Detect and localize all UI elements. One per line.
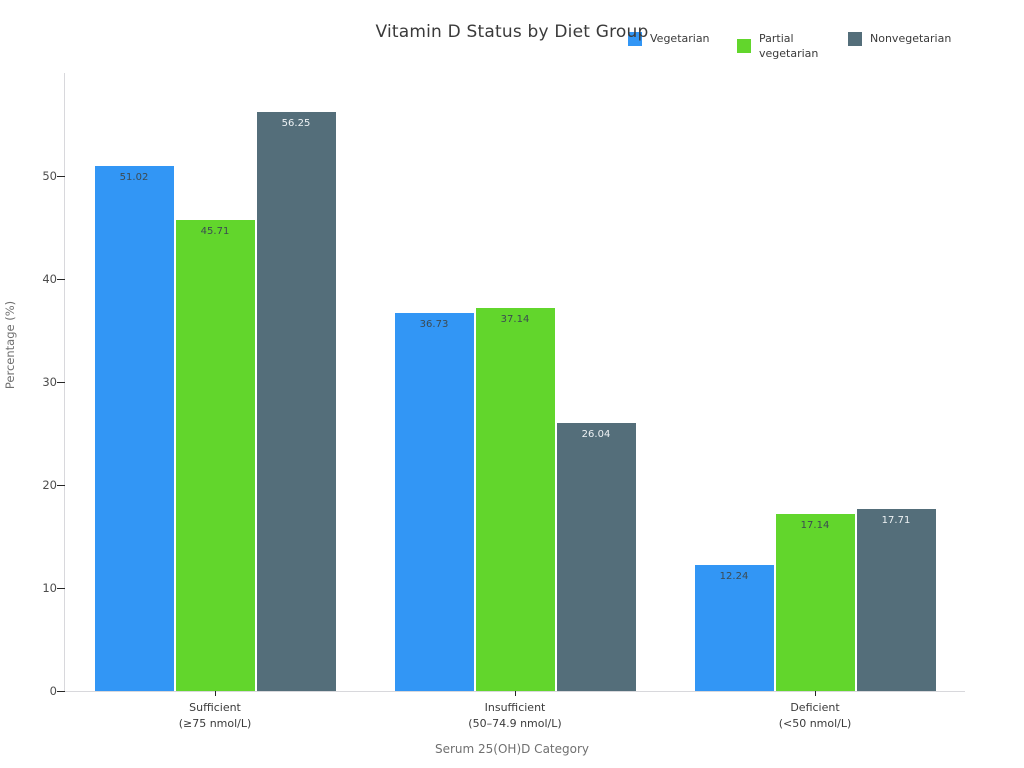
y-tick-mark bbox=[57, 690, 65, 692]
legend-item-vegetarian: Vegetarian bbox=[628, 31, 710, 46]
legend-swatch-icon bbox=[628, 31, 642, 46]
x-tick-mark bbox=[214, 691, 216, 696]
legend-item-partial-vegetarian: Partial vegetarian bbox=[737, 31, 818, 61]
bar-value-label: 17.71 bbox=[881, 514, 911, 526]
bar-nonvegetarian: 26.04 bbox=[556, 422, 636, 691]
legend-item-nonvegetarian: Nonvegetarian bbox=[848, 31, 952, 46]
bar-value-label: 37.14 bbox=[500, 314, 530, 326]
bar-partial-vegetarian: 45.71 bbox=[175, 220, 255, 691]
x-tick-label: Sufficient (≥75 nmol/L) bbox=[178, 701, 252, 730]
bar-vegetarian: 51.02 bbox=[94, 165, 174, 691]
bar-value-label: 36.73 bbox=[419, 318, 449, 330]
legend-label: Nonvegetarian bbox=[870, 32, 952, 45]
bar-nonvegetarian: 17.71 bbox=[856, 508, 936, 691]
x-tick-mark bbox=[514, 691, 516, 696]
legend-swatch-icon bbox=[737, 39, 751, 53]
bar-value-label: 56.25 bbox=[281, 117, 311, 129]
y-tick-mark bbox=[57, 484, 65, 486]
y-tick-label: 10 bbox=[42, 581, 57, 595]
chart-title: Vitamin D Status by Diet Group bbox=[375, 22, 649, 42]
bar-nonvegetarian: 56.25 bbox=[256, 111, 336, 691]
bar-value-label: 17.14 bbox=[800, 520, 830, 532]
bar-value-label: 51.02 bbox=[119, 171, 149, 183]
legend-swatch-icon bbox=[848, 31, 862, 46]
bar-value-label: 45.71 bbox=[200, 226, 230, 238]
bar-vegetarian: 12.24 bbox=[694, 564, 774, 691]
legend-label: Partial vegetarian bbox=[759, 32, 819, 60]
bar-value-label: 26.04 bbox=[581, 428, 611, 440]
x-tick-label: Deficient (<50 nmol/L) bbox=[778, 701, 852, 730]
bar-value-label: 12.24 bbox=[719, 570, 749, 582]
y-tick-mark bbox=[57, 381, 65, 383]
y-tick-label: 30 bbox=[42, 375, 57, 389]
y-tick-mark bbox=[57, 278, 65, 280]
x-tick-label: Insufficient (50–74.9 nmol/L) bbox=[468, 701, 562, 730]
y-axis-title: Percentage (%) bbox=[3, 300, 17, 390]
y-tick-mark bbox=[57, 175, 65, 177]
y-tick-label: 0 bbox=[49, 684, 57, 698]
y-tick-label: 50 bbox=[42, 169, 57, 183]
bar-partial-vegetarian: 17.14 bbox=[775, 514, 855, 691]
legend-label: Vegetarian bbox=[650, 32, 710, 45]
y-tick-label: 40 bbox=[42, 272, 57, 286]
x-axis-title: Serum 25(OH)D Category bbox=[434, 742, 589, 756]
bar-partial-vegetarian: 37.14 bbox=[475, 308, 555, 691]
y-tick-label: 20 bbox=[42, 478, 57, 492]
bar-vegetarian: 36.73 bbox=[394, 312, 474, 691]
plot-area: 0 10 20 30 40 50 Sufficient (≥75 nmol/L) 51.02 4… bbox=[42, 73, 965, 730]
y-tick-mark bbox=[57, 587, 65, 589]
x-tick-mark bbox=[814, 691, 816, 696]
